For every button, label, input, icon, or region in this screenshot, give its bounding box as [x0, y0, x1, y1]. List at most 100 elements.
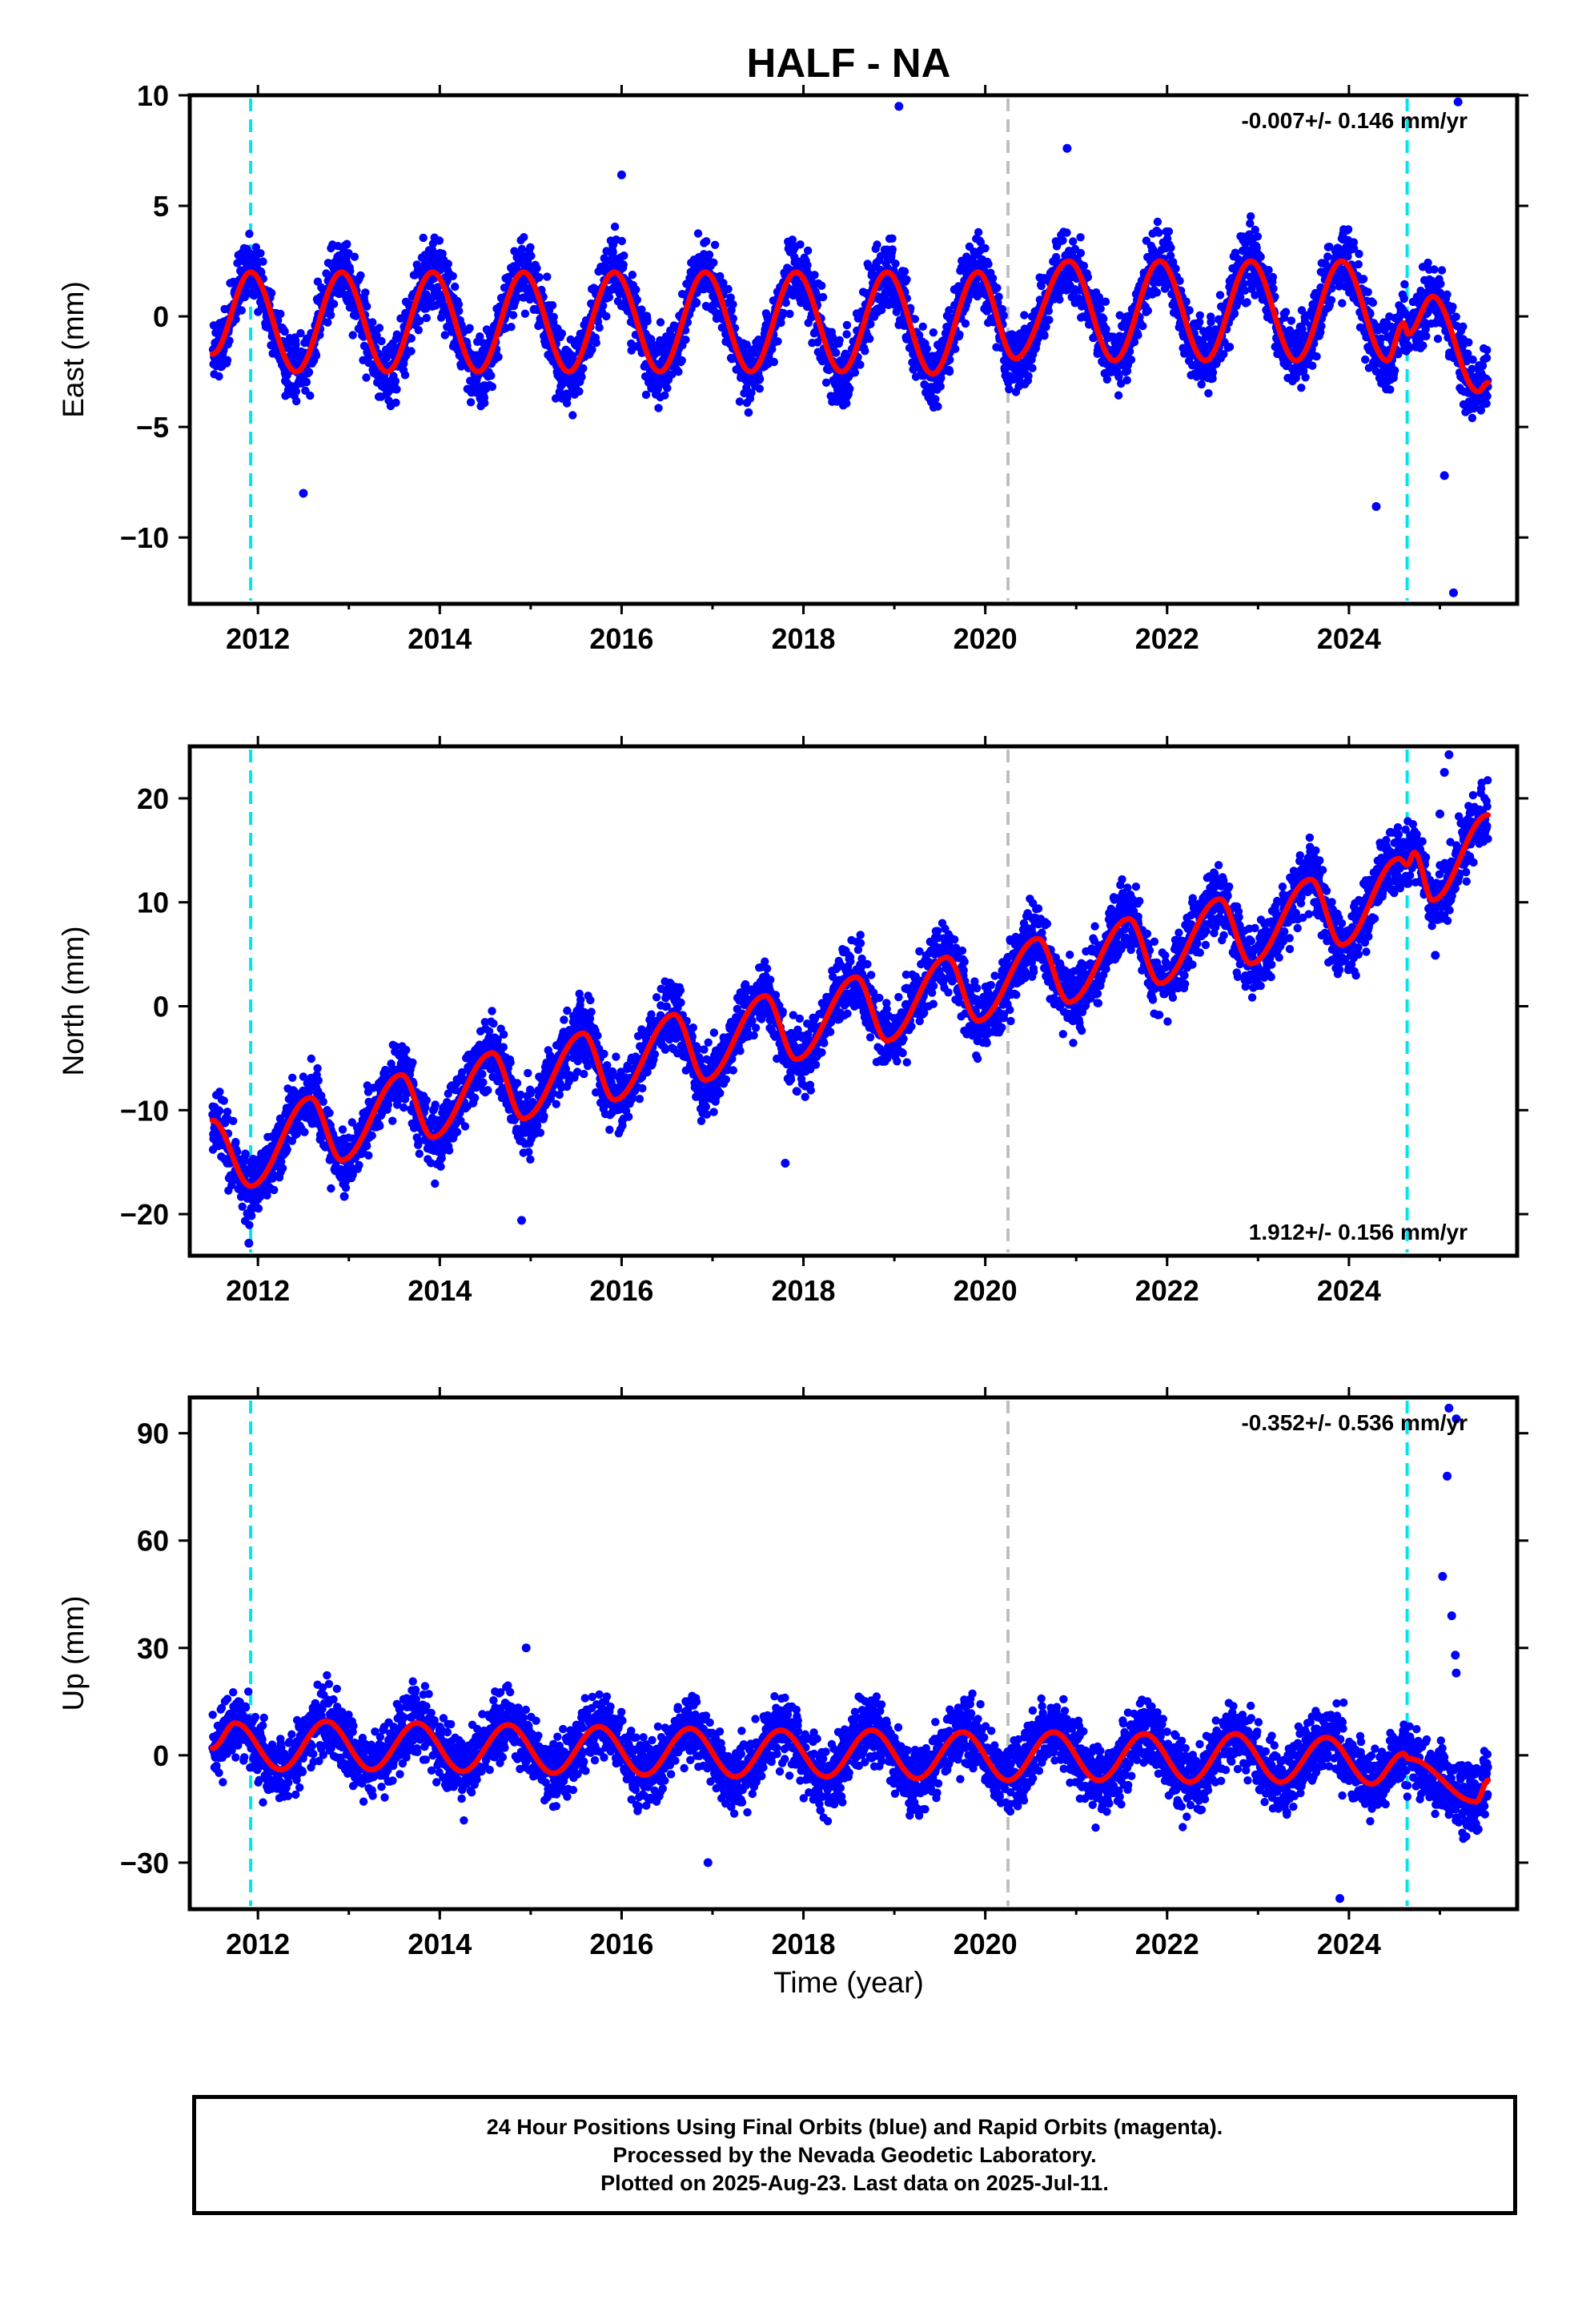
data-point	[1134, 331, 1142, 340]
data-point	[936, 382, 946, 391]
data-point	[865, 334, 874, 344]
data-point	[247, 1212, 256, 1220]
data-point	[961, 319, 970, 328]
data-point	[416, 316, 424, 325]
data-point	[747, 388, 756, 397]
data-point	[803, 246, 813, 255]
data-point	[1045, 316, 1054, 324]
data-point	[768, 344, 777, 354]
data-point	[1436, 279, 1445, 288]
data-point	[654, 404, 663, 412]
data-point	[314, 1076, 323, 1085]
data-point	[517, 244, 527, 254]
data-point	[1391, 366, 1399, 375]
data-point	[575, 387, 584, 396]
data-point	[444, 259, 452, 268]
data-point	[842, 399, 851, 408]
data-point	[466, 398, 476, 407]
data-point	[291, 340, 300, 349]
outlier-point	[894, 102, 904, 111]
data-point	[755, 375, 765, 384]
data-point	[296, 328, 305, 338]
data-point	[873, 240, 881, 249]
data-point	[1361, 355, 1370, 364]
data-point	[588, 345, 596, 354]
data-point	[1138, 321, 1147, 331]
data-point	[974, 227, 983, 237]
data-point	[292, 396, 301, 406]
data-point	[241, 1150, 250, 1160]
data-point	[864, 263, 873, 271]
data-point	[643, 316, 652, 326]
data-point	[270, 1185, 279, 1195]
data-point	[931, 395, 940, 404]
data-point	[724, 284, 733, 294]
data-point	[1297, 384, 1306, 392]
data-point	[1062, 228, 1071, 237]
data-point	[1281, 308, 1291, 316]
outlier-point	[1449, 588, 1459, 597]
outlier-point	[1453, 97, 1463, 107]
x-tick-label: 2016	[589, 622, 653, 655]
data-point	[884, 300, 893, 309]
data-point	[1343, 225, 1353, 234]
data-point	[891, 259, 900, 268]
data-point	[392, 385, 401, 394]
data-point	[313, 1063, 322, 1073]
data-point	[375, 324, 384, 332]
data-point	[692, 298, 701, 308]
data-point	[726, 293, 735, 302]
data-point	[842, 320, 852, 330]
data-point	[543, 272, 552, 281]
x-tick-label: 2020	[954, 622, 1018, 655]
data-point	[1386, 385, 1395, 394]
data-point	[663, 384, 672, 392]
data-point	[231, 315, 240, 324]
data-point	[1359, 275, 1368, 283]
data-point	[818, 292, 828, 302]
data-point	[1323, 252, 1332, 261]
data-point	[1354, 259, 1363, 269]
data-point	[1430, 265, 1439, 274]
data-point	[577, 372, 586, 381]
data-point	[910, 315, 920, 324]
x-tick-label: 2022	[1135, 622, 1199, 655]
data-point	[251, 243, 260, 251]
data-point	[508, 311, 518, 320]
data-point	[1079, 261, 1089, 271]
data-point	[744, 408, 753, 417]
data-point	[951, 344, 960, 353]
data-point	[237, 306, 246, 315]
data-point	[1164, 227, 1174, 236]
data-point	[535, 273, 544, 282]
data-point	[288, 1073, 297, 1083]
data-point	[407, 347, 416, 356]
y-tick-label: −5	[136, 411, 169, 444]
x-tick-label: 2012	[226, 622, 290, 655]
data-point	[1317, 322, 1326, 331]
data-point	[955, 330, 964, 339]
data-point	[1126, 356, 1136, 364]
data-point	[480, 399, 489, 408]
data-point	[1197, 380, 1206, 389]
data-point	[527, 251, 536, 260]
data-point	[1338, 299, 1347, 308]
data-point	[803, 261, 812, 270]
data-point	[945, 306, 954, 315]
data-point	[311, 351, 321, 360]
data-point	[476, 332, 484, 341]
data-point	[1268, 272, 1278, 282]
data-point	[1253, 232, 1263, 241]
data-point	[735, 397, 745, 406]
data-point	[769, 357, 778, 367]
data-point	[1448, 302, 1457, 312]
data-point	[1122, 376, 1131, 384]
data-point	[1204, 388, 1213, 398]
data-point	[710, 240, 720, 249]
data-point	[842, 330, 851, 339]
data-point	[677, 356, 686, 365]
data-point	[1044, 307, 1054, 316]
data-point	[245, 229, 254, 239]
data-point	[1264, 266, 1273, 275]
data-point	[435, 236, 444, 245]
